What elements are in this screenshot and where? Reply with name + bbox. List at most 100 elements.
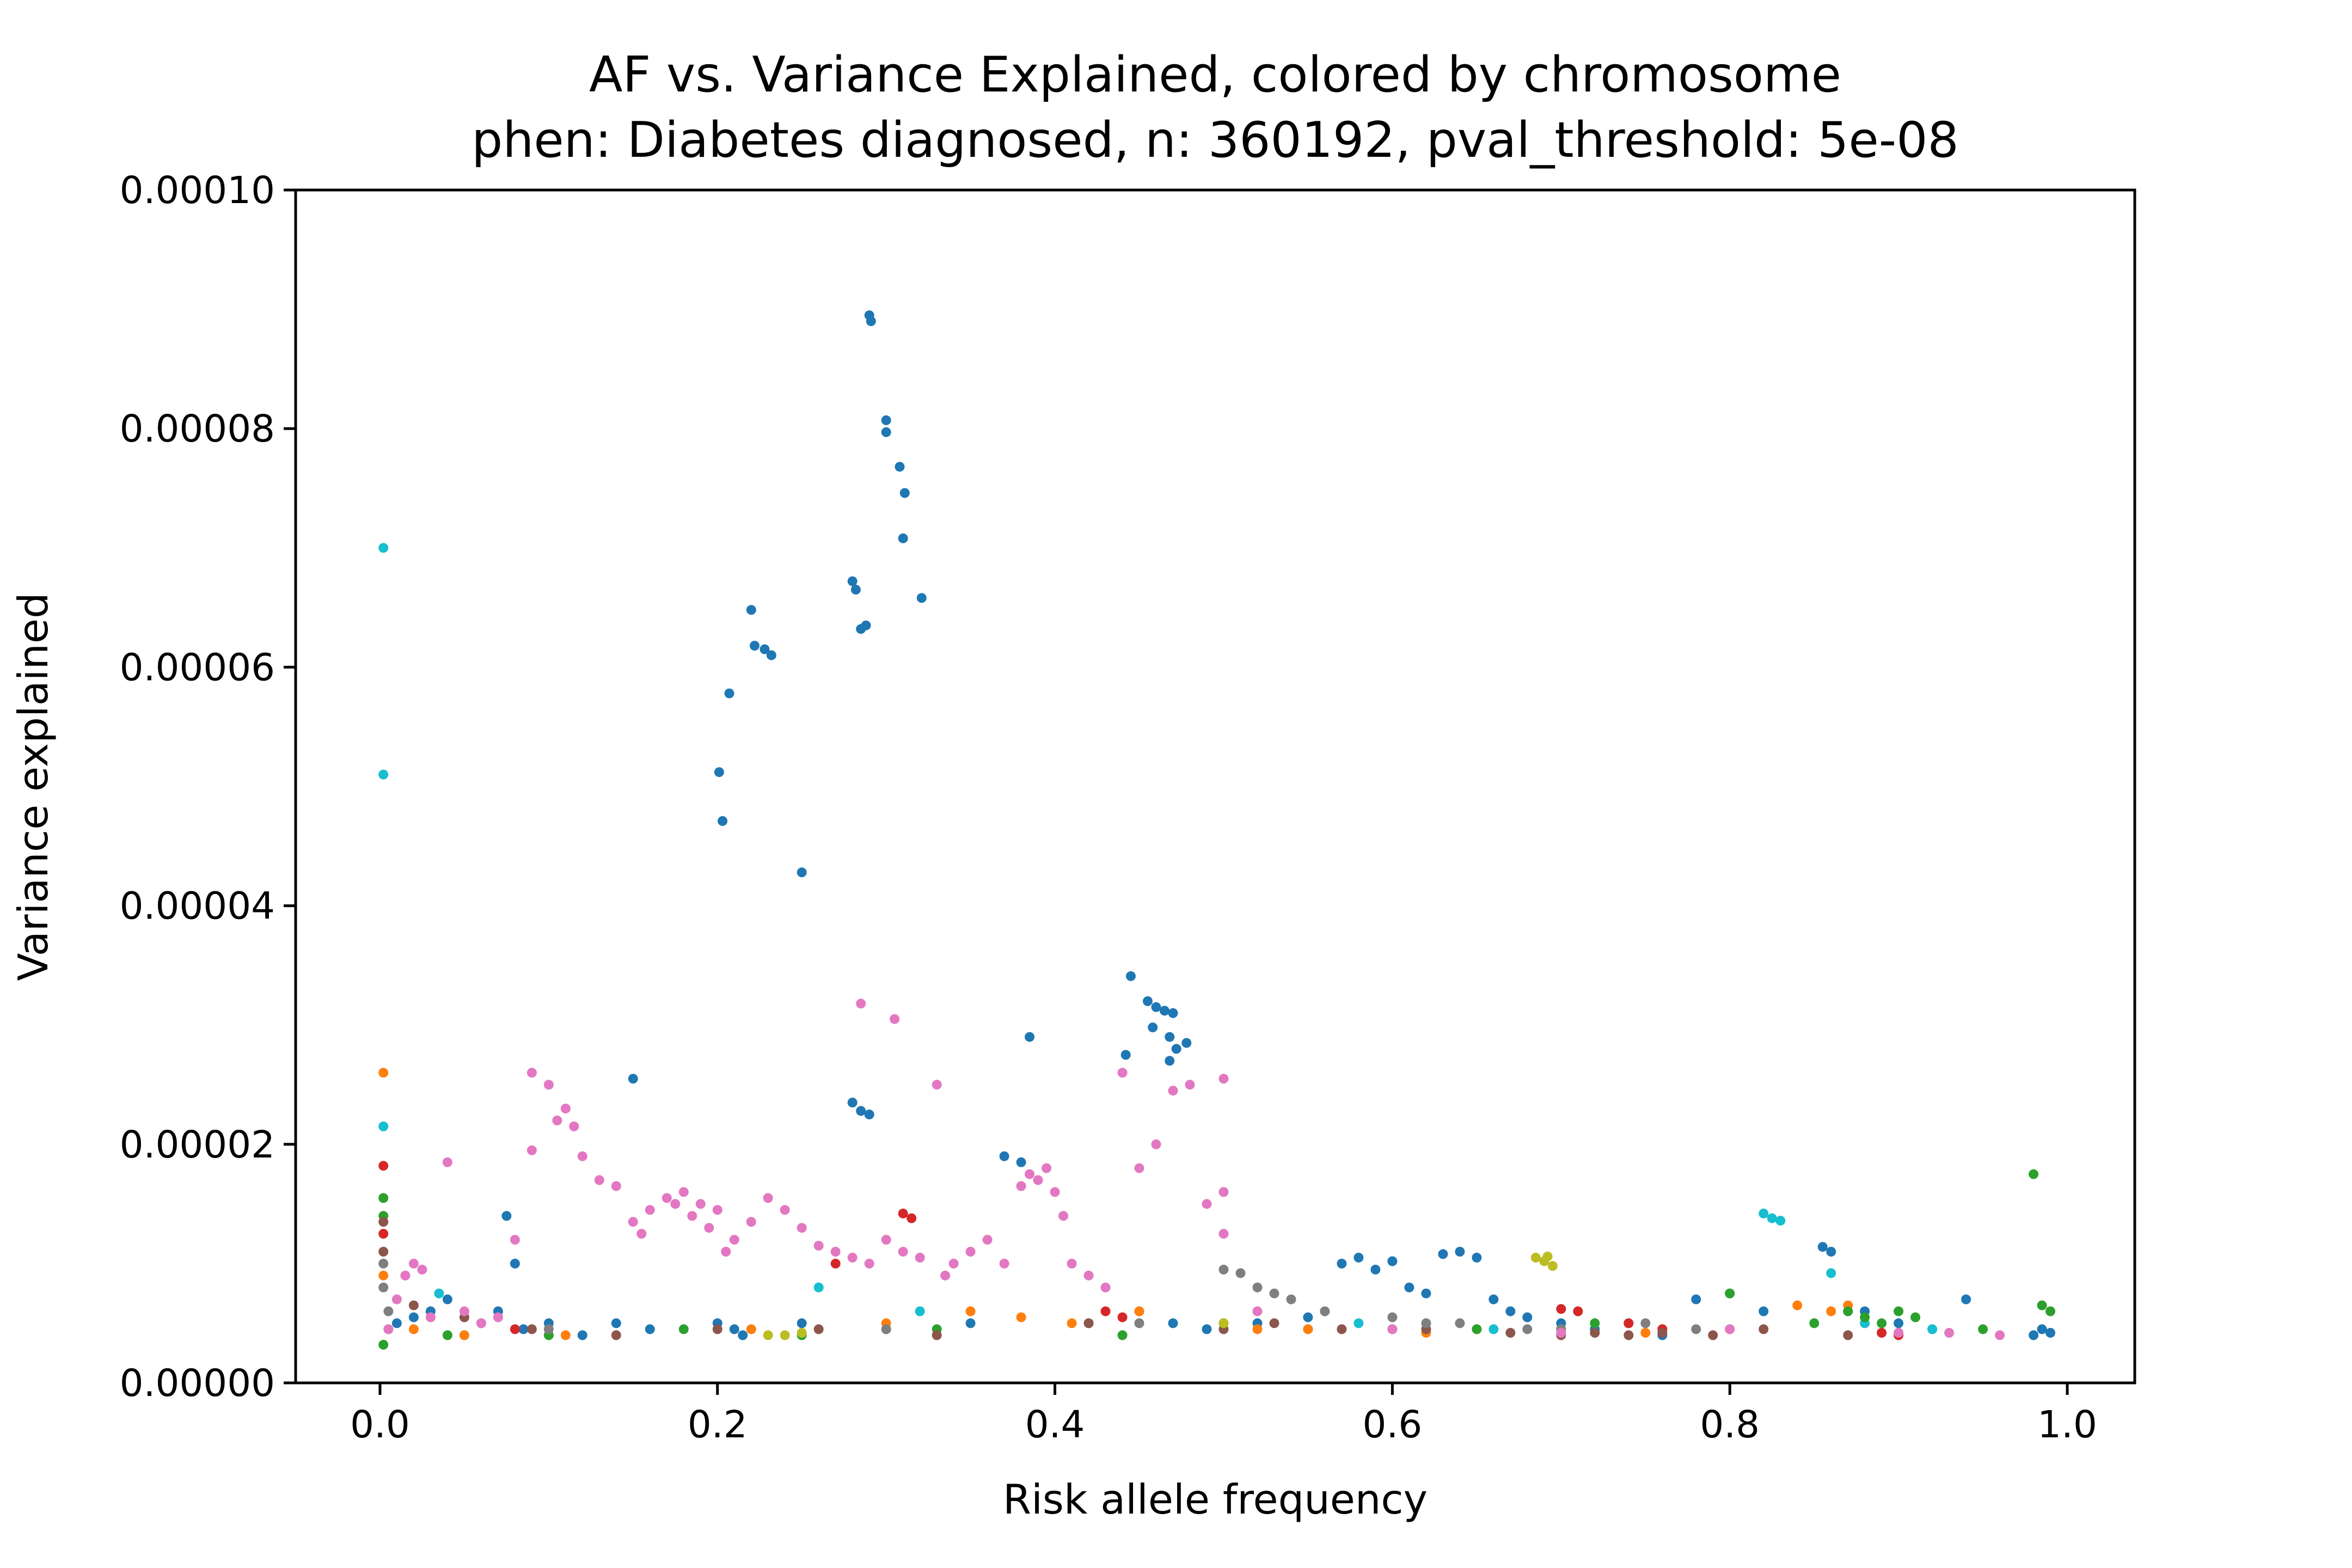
data-point-blue: [899, 488, 910, 498]
data-point-cyan: [1489, 1324, 1499, 1334]
data-point-blue: [898, 533, 908, 543]
data-point-green: [442, 1330, 452, 1340]
data-point-brown: [526, 1324, 537, 1334]
data-point-blue: [724, 688, 734, 699]
y-tick-label: 0.00000: [120, 1362, 275, 1405]
data-point-blue: [1404, 1282, 1414, 1293]
data-point-blue: [847, 576, 857, 586]
data-point-blue: [999, 1151, 1009, 1161]
data-point-pink: [932, 1080, 942, 1090]
data-point-blue: [1171, 1044, 1181, 1054]
data-point-blue: [856, 1106, 866, 1116]
data-point-red: [1117, 1312, 1128, 1322]
data-point-blue: [746, 605, 756, 615]
data-point-pink: [1100, 1282, 1111, 1293]
data-point-brown: [1624, 1330, 1634, 1340]
x-axis: 0.0 0.2 0.4 0.6 0.8 1.0: [350, 1383, 2097, 1447]
data-point-blue: [895, 462, 905, 472]
data-point-blue: [1165, 1056, 1175, 1066]
data-point-orange: [746, 1324, 756, 1334]
data-point-pink: [636, 1229, 647, 1239]
data-point-pink: [881, 1235, 891, 1245]
data-point-gray: [881, 1324, 891, 1334]
data-point-blue: [1168, 1008, 1178, 1018]
data-point-pink: [695, 1199, 706, 1209]
data-point-green: [378, 1339, 389, 1350]
data-point-blue: [850, 585, 861, 595]
data-point-blue: [864, 1110, 874, 1119]
data-point-brown: [408, 1300, 419, 1310]
data-point-blue: [1522, 1312, 1533, 1322]
data-point-orange: [1016, 1312, 1026, 1322]
data-point-pink: [661, 1193, 672, 1203]
data-point-blue: [1202, 1324, 1212, 1334]
data-point-blue: [1168, 1318, 1178, 1328]
data-point-olive: [1218, 1318, 1229, 1328]
data-point-blue: [1387, 1256, 1398, 1266]
data-point-cyan: [1353, 1318, 1364, 1328]
data-point-blue: [759, 644, 770, 654]
data-point-orange: [1792, 1300, 1803, 1310]
data-point-olive: [1542, 1251, 1553, 1261]
data-point-pink: [1117, 1068, 1128, 1078]
y-tick-label: 0.00002: [120, 1123, 275, 1167]
y-tick-label: 0.00008: [120, 407, 275, 451]
data-point-blue: [510, 1258, 520, 1269]
data-point-green: [1910, 1312, 1921, 1322]
data-point-olive: [1547, 1261, 1558, 1271]
data-point-cyan: [915, 1306, 925, 1316]
y-tick-label: 0.00010: [120, 169, 275, 212]
data-point-green: [378, 1193, 389, 1203]
data-point-blue: [1438, 1249, 1448, 1259]
data-point-cyan: [378, 1121, 389, 1131]
data-point-orange: [965, 1306, 976, 1316]
data-point-pink: [543, 1080, 554, 1090]
data-point-pink: [400, 1270, 411, 1281]
data-point-green: [2045, 1306, 2055, 1316]
data-point-blue: [2045, 1328, 2055, 1338]
data-point-gray: [383, 1306, 394, 1316]
data-point-pink: [746, 1217, 756, 1227]
data-point-blue: [1025, 1032, 1035, 1042]
plot-frame: [294, 188, 2136, 1385]
data-point-blue: [1165, 1032, 1175, 1042]
data-point-pink: [577, 1151, 587, 1161]
data-point-gray: [378, 1282, 389, 1293]
data-point-cyan: [1767, 1213, 1777, 1223]
data-point-pink: [442, 1157, 452, 1167]
data-point-blue: [408, 1312, 419, 1322]
data-point-pink: [1218, 1229, 1229, 1239]
data-point-pink: [721, 1247, 731, 1257]
data-point-gray: [1134, 1318, 1144, 1328]
data-point-gray: [1640, 1318, 1651, 1328]
data-point-blue: [1160, 1006, 1169, 1016]
data-point-pink: [1995, 1330, 2005, 1340]
data-point-blue: [766, 650, 776, 660]
data-point-gray: [1218, 1264, 1229, 1275]
data-point-blue: [1894, 1318, 1904, 1328]
data-point-blue: [577, 1330, 587, 1340]
data-point-pink: [670, 1199, 681, 1209]
data-point-green: [1843, 1306, 1853, 1316]
data-point-pink: [1016, 1181, 1026, 1191]
data-point-brown: [813, 1324, 824, 1334]
data-point-blue: [714, 767, 724, 777]
data-point-gray: [543, 1324, 554, 1334]
data-point-pink: [569, 1121, 579, 1131]
data-point-pink: [678, 1187, 689, 1197]
data-point-pink: [780, 1205, 790, 1215]
data-point-cyan: [1927, 1324, 1938, 1334]
data-point-orange: [378, 1270, 389, 1281]
data-point-blue: [1143, 996, 1153, 1006]
data-point-pink: [940, 1270, 951, 1281]
data-point-green: [1978, 1324, 1988, 1334]
data-point-green: [1894, 1306, 1904, 1316]
data-point-pink: [864, 1258, 874, 1269]
data-point-orange: [1134, 1306, 1144, 1316]
data-point-orange: [378, 1068, 389, 1078]
data-point-brown: [1590, 1328, 1600, 1338]
data-point-pink: [948, 1258, 959, 1269]
data-point-green: [1472, 1324, 1482, 1334]
data-point-blue: [916, 593, 927, 603]
